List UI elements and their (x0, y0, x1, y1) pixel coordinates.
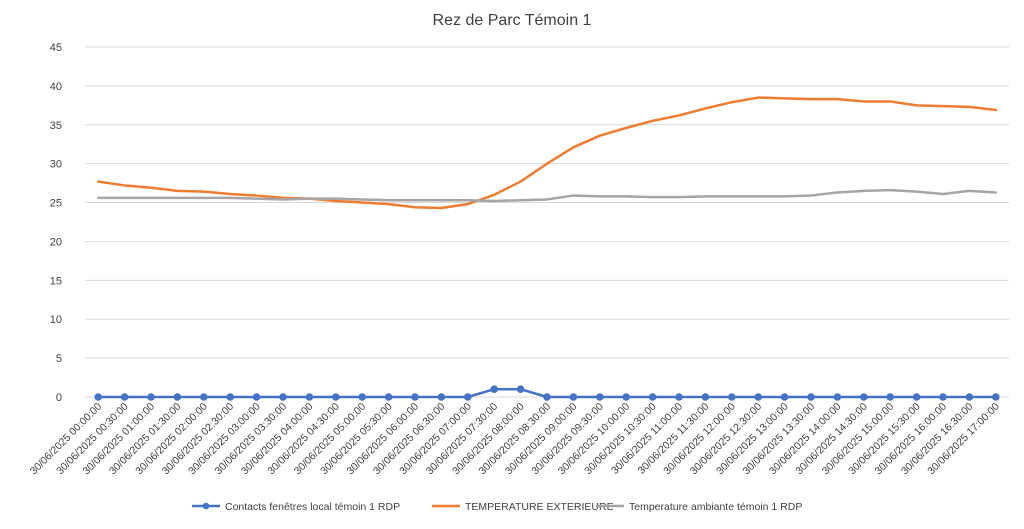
data-point (675, 393, 683, 401)
legend: Contacts fenêtres local témoin 1 RDP TEMP… (192, 501, 802, 513)
data-point (596, 393, 604, 401)
y-tick-label: 45 (50, 42, 62, 54)
data-point (226, 393, 234, 401)
series-2 (96, 188, 998, 203)
y-tick-label: 30 (50, 159, 62, 171)
data-point (147, 393, 155, 401)
data-point (648, 393, 657, 401)
y-tick-label: 10 (50, 314, 62, 326)
y-axis-ticks: 0 5 10 15 20 25 30 35 40 45 (50, 42, 62, 404)
legend-item-0: Contacts fenêtres local témoin 1 RDP (192, 501, 400, 513)
data-point (939, 393, 947, 401)
y-tick-label: 0 (56, 392, 62, 404)
data-point (384, 393, 393, 401)
data-point (701, 393, 710, 401)
series-line-2 (96, 188, 998, 203)
data-point (886, 393, 895, 401)
data-point (305, 393, 314, 401)
data-point (780, 393, 789, 401)
series-line-1 (96, 96, 998, 210)
data-point (173, 393, 182, 401)
data-point (543, 393, 551, 401)
legend-label: Temperature ambiante témoin 1 RDP (629, 501, 802, 513)
data-point (279, 393, 287, 401)
data-point (437, 393, 446, 401)
y-tick-label: 20 (50, 236, 62, 248)
y-tick-label: 25 (50, 198, 62, 210)
data-point (622, 393, 631, 401)
data-point (200, 393, 208, 401)
legend-marker (202, 502, 210, 510)
legend-label: TEMPERATURE EXTERIEURE (465, 501, 614, 513)
y-tick-label: 35 (50, 120, 62, 132)
series-1 (96, 96, 998, 210)
data-point (411, 393, 419, 401)
grid-lines (85, 46, 1009, 398)
data-point (358, 393, 367, 401)
y-tick-label: 5 (56, 353, 62, 365)
data-point (120, 393, 129, 401)
data-point (807, 393, 815, 401)
data-point (860, 393, 868, 401)
legend-item-1: TEMPERATURE EXTERIEURE (432, 501, 614, 513)
data-point (332, 393, 340, 401)
y-tick-label: 15 (50, 275, 62, 287)
series-lines (94, 96, 1000, 401)
data-point (252, 393, 261, 401)
data-point (94, 393, 102, 401)
chart-title: Rez de Parc Témoin 1 (433, 12, 592, 29)
data-point (754, 393, 763, 401)
legend-item-2: Temperature ambiante témoin 1 RDP (596, 501, 802, 513)
data-point (728, 393, 736, 401)
data-point (833, 393, 842, 401)
legend-label: Contacts fenêtres local témoin 1 RDP (225, 501, 400, 513)
series-0 (94, 385, 1000, 401)
data-point (965, 393, 974, 401)
data-point (516, 385, 525, 394)
data-point (464, 393, 472, 401)
data-point (992, 393, 1000, 401)
y-tick-label: 40 (50, 81, 62, 93)
data-point (912, 393, 921, 401)
data-point (490, 385, 499, 394)
data-point (569, 393, 578, 401)
